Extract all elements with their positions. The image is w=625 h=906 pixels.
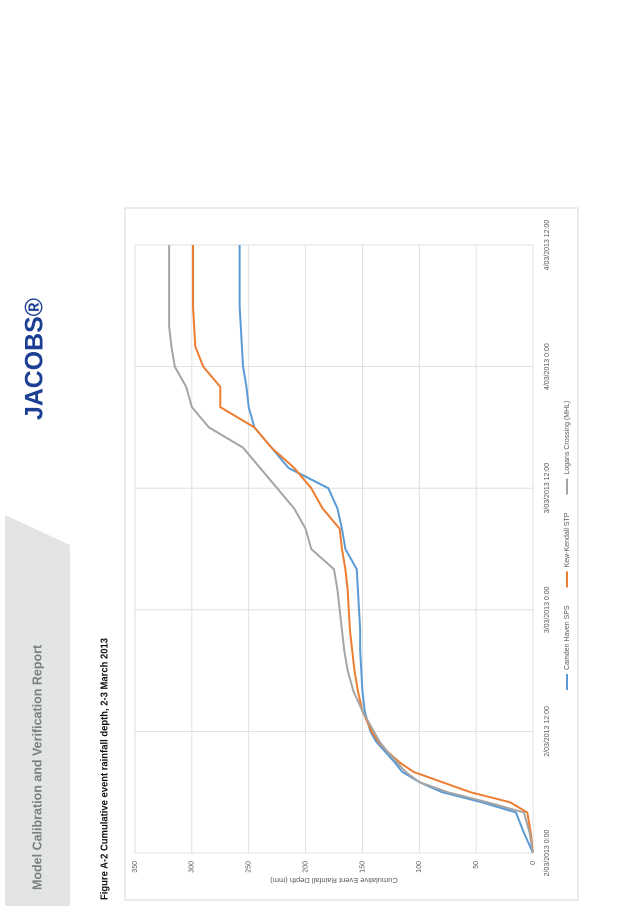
y-tick-label: 350	[132, 861, 139, 873]
report-title: Model Calibration and Verification Repor…	[30, 644, 44, 890]
y-tick-label: 50	[473, 861, 480, 869]
legend-label: Kew-Kendall STP	[564, 512, 571, 567]
y-tick-label: 0	[530, 861, 537, 865]
x-tick-label: 2/03/2013 0:00	[544, 830, 551, 877]
figure-caption: Figure A-2 Cumulative event rainfall dep…	[100, 638, 111, 900]
x-tick-label: 3/03/2013 12:00	[544, 463, 551, 514]
y-tick-label: 150	[359, 861, 366, 873]
x-tick-label: 4/03/2013 0:00	[544, 343, 551, 390]
data-line	[168, 245, 534, 854]
x-tick-label: 2/03/2013 12:00	[544, 706, 551, 757]
y-axis-title: Cumulative Event Rainfall Depth (mm)	[270, 876, 398, 885]
legend-label: Camden Haven SPS	[564, 605, 571, 670]
data-line	[191, 245, 534, 854]
chart-frame	[124, 207, 579, 901]
y-tick-label: 100	[416, 861, 423, 873]
legend-label: Logans Crossing (MHL)	[564, 401, 571, 475]
data-line	[238, 245, 534, 854]
x-tick-label: 3/03/2013 0:00	[544, 586, 551, 633]
y-tick-label: 300	[189, 861, 196, 873]
y-tick-label: 200	[302, 861, 309, 873]
x-tick-label: 4/03/2013 12:00	[544, 220, 551, 271]
y-tick-label: 250	[246, 861, 253, 873]
logo: JACOBS®	[21, 297, 49, 420]
header-band	[5, 515, 70, 906]
